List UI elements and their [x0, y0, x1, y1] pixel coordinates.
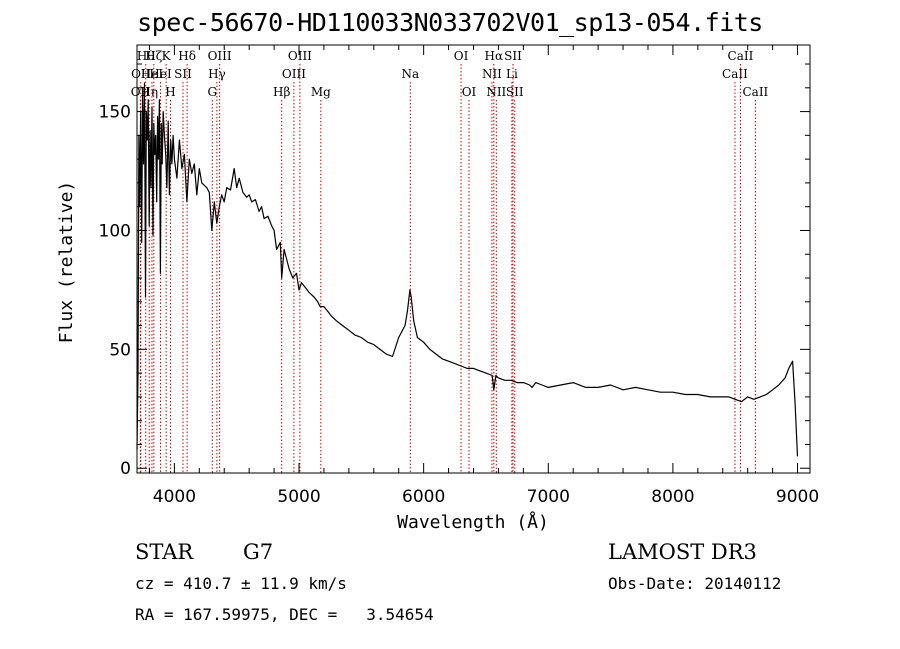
survey-name: LAMOST DR3: [608, 540, 757, 564]
y-tick-label: 100: [99, 221, 131, 241]
line-marker-label: Hβ: [273, 85, 290, 99]
line-marker-label: HeI: [141, 67, 164, 81]
line-marker-label: SII: [506, 85, 524, 99]
line-marker-label: Hα: [485, 49, 504, 63]
plot-frame: [136, 44, 811, 474]
x-tick-label: 6000: [402, 487, 445, 507]
line-markers: OIIOIIHθHηHeIHζHeIKHSIIHδGHγOIIIHβOIIIOI…: [131, 49, 769, 473]
spectrum-line: [136, 82, 799, 457]
sky-coordinates: RA = 167.59975, DEC = 3.54654: [135, 605, 434, 624]
y-tick-label: 0: [120, 459, 131, 479]
line-marker-label: OI: [454, 49, 469, 63]
x-tick-label: 8000: [651, 487, 694, 507]
line-marker-label: OI: [462, 85, 477, 99]
observation-date: Obs-Date: 20140112: [608, 574, 782, 593]
y-tick-label: 50: [109, 340, 131, 360]
line-marker-label: H: [165, 85, 175, 99]
x-tick-label: 5000: [277, 487, 320, 507]
line-marker-label: Mg: [311, 85, 331, 99]
object-class: STAR: [135, 540, 194, 564]
line-marker-label: SII: [174, 67, 192, 81]
line-marker-label: Li: [506, 67, 518, 81]
line-marker-label: CaII: [722, 67, 748, 81]
line-marker-label: OIII: [288, 49, 312, 63]
line-marker-label: OII: [131, 67, 151, 81]
redshift-velocity: cz = 410.7 ± 11.9 km/s: [135, 574, 347, 593]
chart-title: spec-56670-HD110033N033702V01_sp13-054.f…: [137, 8, 763, 37]
line-marker-label: K: [162, 49, 172, 63]
line-marker-label: OIII: [282, 67, 306, 81]
axis-ticks: 4000 5000 6000 7000 8000 9000 0 50 100 150: [99, 45, 819, 507]
y-axis-label: Flux (relative): [56, 181, 77, 344]
line-marker-label: Hδ: [178, 49, 196, 63]
line-marker-label: Hθ: [137, 49, 155, 63]
y-tick-label: 150: [99, 103, 131, 123]
line-marker-label: NII: [486, 85, 506, 99]
line-marker-label: CaII: [742, 85, 768, 99]
x-tick-label: 4000: [153, 487, 196, 507]
line-marker-label: G: [207, 85, 217, 99]
x-tick-label: 9000: [776, 487, 819, 507]
line-marker-label: Hγ: [208, 67, 226, 81]
x-tick-label: 7000: [527, 487, 570, 507]
line-marker-label: NII: [482, 67, 502, 81]
line-marker-label: HeI: [149, 67, 172, 81]
line-marker-label: Hζ: [145, 49, 162, 63]
x-axis-label: Wavelength (Å): [397, 511, 549, 533]
line-marker-label: Na: [401, 67, 419, 81]
line-marker-label: SII: [504, 49, 522, 63]
line-marker-label: OIII: [208, 49, 232, 63]
line-marker-label: CaII: [728, 49, 754, 63]
object-subclass: G7: [243, 540, 274, 564]
